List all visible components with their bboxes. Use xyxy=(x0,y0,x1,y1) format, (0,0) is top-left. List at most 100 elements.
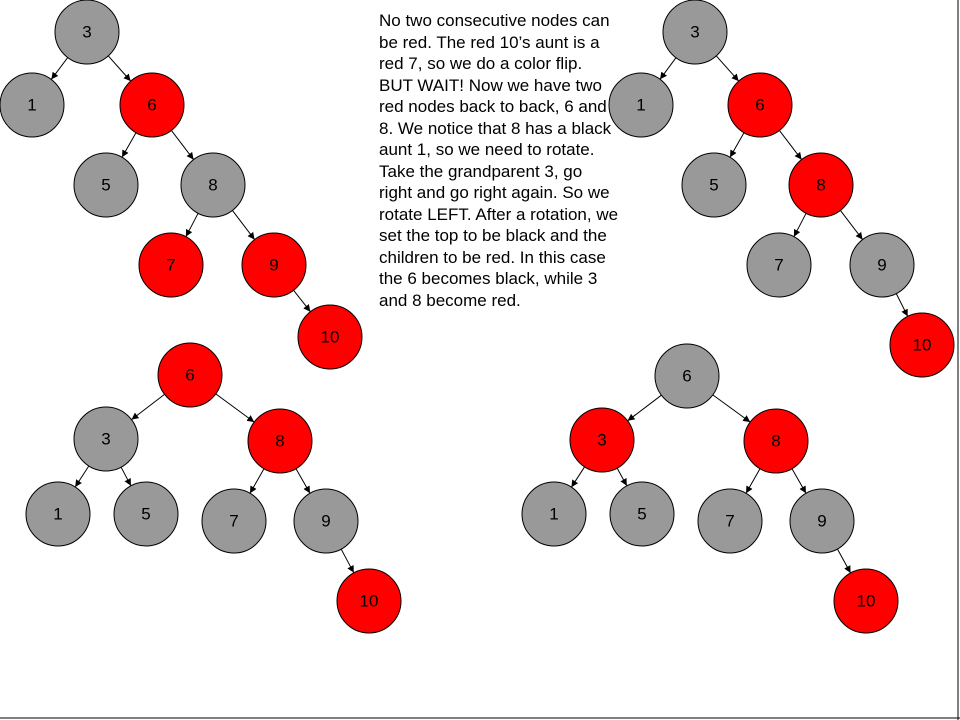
node-circle xyxy=(569,407,635,473)
node-circle xyxy=(73,152,139,218)
edge-n8-n7 xyxy=(249,468,265,494)
edge-n8-n7 xyxy=(745,468,761,494)
node-label: 7 xyxy=(774,256,783,275)
tree-before-color-flip-edges xyxy=(50,55,311,313)
node-label: 6 xyxy=(185,366,194,385)
tree-node-red: 9 xyxy=(241,232,307,298)
node-circle xyxy=(833,568,899,634)
edge-n3-n5 xyxy=(616,467,628,487)
node-label: 3 xyxy=(690,23,699,42)
node-circle xyxy=(681,152,747,218)
node-label: 9 xyxy=(817,512,826,531)
node-circle xyxy=(180,152,246,218)
tree-after-rotation-nodes: 6 3 8 1 5 7 9 10 xyxy=(25,342,402,634)
node-label: 8 xyxy=(816,176,825,195)
node-circle xyxy=(746,232,812,298)
edge-n6-n8 xyxy=(171,130,194,160)
node-label: 5 xyxy=(709,176,718,195)
node-label: 5 xyxy=(141,505,150,524)
tree-node-black: 3 xyxy=(73,406,139,472)
tree-node-red: 8 xyxy=(743,408,809,474)
node-circle xyxy=(25,481,91,547)
node-label: 6 xyxy=(147,96,156,115)
tree-node-red: 6 xyxy=(119,72,185,138)
node-label: 1 xyxy=(27,96,36,115)
node-circle xyxy=(336,568,402,634)
tree-node-red: 7 xyxy=(138,232,204,298)
edge-n9-n10 xyxy=(340,548,355,574)
node-label: 7 xyxy=(725,512,734,531)
edge-n8-n9 xyxy=(791,468,807,494)
edge-n9-n10 xyxy=(836,548,852,574)
node-label: 5 xyxy=(637,505,646,524)
edge-n3-n5 xyxy=(120,466,132,487)
node-circle xyxy=(113,481,179,547)
node-circle xyxy=(297,304,363,370)
edges-layer xyxy=(50,55,909,574)
tree-node-red: 10 xyxy=(336,568,402,634)
node-label: 8 xyxy=(275,432,284,451)
explanation-text: No two consecutive nodes can be red. The… xyxy=(379,11,619,310)
edge-n3-n1 xyxy=(50,57,69,80)
edge-n6-n8 xyxy=(215,393,255,423)
node-circle xyxy=(241,232,307,298)
node-label: 6 xyxy=(682,367,691,386)
tree-after-color-flip-nodes: 3 1 6 5 8 7 9 10 xyxy=(608,0,955,378)
tree-node-black: 9 xyxy=(293,488,359,554)
edge-n3-n1 xyxy=(659,57,677,80)
node-label: 10 xyxy=(360,592,379,611)
tree-node-red: 6 xyxy=(157,342,223,408)
node-circle xyxy=(608,72,674,138)
node-label: 7 xyxy=(229,512,238,531)
tree-node-black: 3 xyxy=(54,0,120,65)
edge-n8-n7 xyxy=(185,213,199,237)
node-label: 3 xyxy=(101,430,110,449)
tree-node-red: 6 xyxy=(727,72,793,138)
tree-node-black: 5 xyxy=(681,152,747,218)
edge-n8-n9 xyxy=(840,210,863,240)
node-circle xyxy=(201,488,267,554)
node-circle xyxy=(119,72,185,138)
node-circle xyxy=(789,488,855,554)
tree-node-black: 7 xyxy=(697,488,763,554)
edge-n6-n8 xyxy=(779,130,802,160)
node-circle xyxy=(54,0,120,65)
edge-n9-n10 xyxy=(895,293,909,317)
node-circle xyxy=(788,152,854,218)
tree-node-black: 7 xyxy=(201,488,267,554)
tree-node-black: 1 xyxy=(608,72,674,138)
node-circle xyxy=(727,72,793,138)
node-label: 10 xyxy=(321,328,340,347)
nodes-layer: 3 1 6 5 8 7 9 10 3 1 6 5 8 7 9 10 6 3 8 1 5 7 9 10 6 3 8 1 5 7 9 10 xyxy=(0,0,955,634)
node-label: 8 xyxy=(208,176,217,195)
node-circle xyxy=(293,488,359,554)
node-circle xyxy=(654,343,720,409)
tree-node-black: 1 xyxy=(521,481,587,547)
node-circle xyxy=(849,232,915,298)
tree-after-recolor-nodes: 6 3 8 1 5 7 9 10 xyxy=(521,343,899,634)
tree-after-recolor-edges xyxy=(570,394,852,574)
node-label: 1 xyxy=(636,96,645,115)
tree-node-black: 5 xyxy=(113,481,179,547)
node-circle xyxy=(697,488,763,554)
node-label: 7 xyxy=(166,256,175,275)
node-label: 5 xyxy=(101,176,110,195)
node-label: 1 xyxy=(549,505,558,524)
edge-n3-n6 xyxy=(107,55,132,82)
node-circle xyxy=(247,408,313,474)
edge-n6-n8 xyxy=(712,394,751,423)
node-circle xyxy=(73,406,139,472)
edge-n9-n10 xyxy=(293,289,311,313)
node-label: 10 xyxy=(913,336,932,355)
tree-node-red: 8 xyxy=(788,152,854,218)
tree-before-color-flip-nodes: 3 1 6 5 8 7 9 10 xyxy=(0,0,363,370)
tree-node-red: 10 xyxy=(833,568,899,634)
tree-node-red: 10 xyxy=(297,304,363,370)
tree-node-black: 7 xyxy=(746,232,812,298)
tree-node-black: 8 xyxy=(180,152,246,218)
edge-n6-n3 xyxy=(131,394,165,420)
node-label: 8 xyxy=(771,432,780,451)
node-circle xyxy=(609,481,675,547)
node-circle xyxy=(889,312,955,378)
